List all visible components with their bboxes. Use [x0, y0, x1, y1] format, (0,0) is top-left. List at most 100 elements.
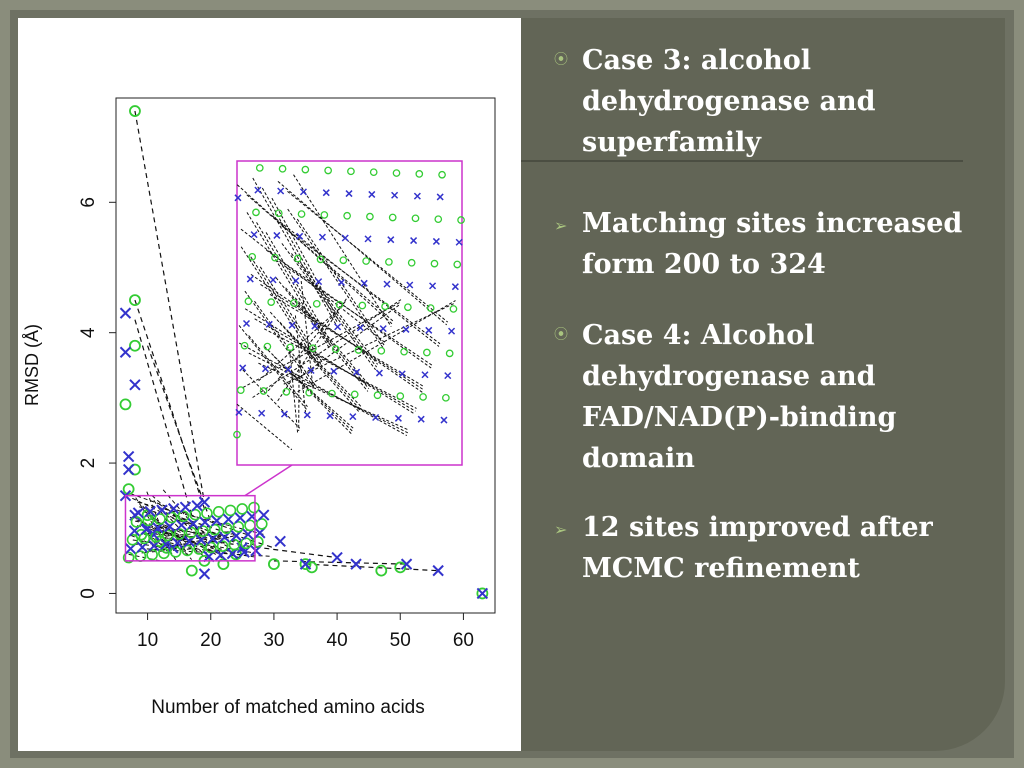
bullet-item: ⦿ Case 4: Alcohol dehydrogenase and FAD/… — [550, 315, 970, 479]
inset-point-cross — [326, 412, 334, 420]
pair-connector — [162, 489, 210, 544]
y-axis-label: RMSD (Å) — [22, 324, 42, 406]
data-point-circle — [177, 510, 190, 522]
inset-point-cross — [296, 232, 304, 240]
inset-point-circle — [343, 211, 351, 220]
inset-point-cross — [322, 189, 330, 197]
data-point-cross — [476, 587, 489, 600]
inset-connector-line — [252, 177, 338, 327]
x-axis-label: Number of matched amino acids — [151, 697, 425, 718]
data-point-circle — [212, 506, 225, 518]
inset-point-circle — [278, 164, 287, 173]
inset-connector-line — [250, 256, 323, 367]
inset-point-cross — [360, 279, 368, 287]
inset-point-circle — [453, 260, 462, 269]
data-point-circle — [268, 558, 280, 571]
inset-point-cross — [356, 324, 364, 332]
inset-point-cross — [234, 194, 242, 202]
inset-point-circle — [263, 342, 272, 351]
pair-connector — [130, 534, 166, 551]
inset-point-cross — [254, 186, 262, 194]
inset-point-circle — [434, 215, 443, 224]
bullet-text: Case 3: alcohol dehydrogenase and superf… — [582, 45, 876, 158]
inset-point-circle — [426, 304, 435, 312]
bullet-item: ➢ 12 sites improved after MCMC refinemen… — [550, 507, 970, 589]
data-point-circle — [161, 529, 174, 542]
inset-point-circle — [415, 170, 424, 178]
inset-point-cross — [432, 237, 440, 245]
inset-connector-line — [287, 191, 449, 323]
data-point-cross — [198, 568, 211, 580]
y-tick-label: 6 — [78, 197, 99, 208]
inset-point-cross — [372, 413, 380, 422]
data-point-circle — [193, 543, 205, 555]
inset-connector-line — [288, 331, 363, 408]
inset-point-circle — [392, 169, 401, 177]
pair-connector — [153, 499, 189, 556]
inset-point-circle — [442, 393, 450, 402]
inset-point-circle — [362, 257, 370, 265]
data-point-cross — [132, 507, 145, 519]
data-point-circle — [185, 526, 198, 539]
inset-point-cross — [375, 369, 383, 377]
inset-connector-line — [281, 243, 377, 371]
x-tick-label: 60 — [453, 630, 474, 651]
inset-point-cross — [273, 231, 281, 239]
inset-connector-line — [259, 266, 324, 364]
inset-point-circle — [248, 252, 257, 261]
data-point-circle — [208, 523, 221, 536]
inset-point-circle — [381, 302, 389, 311]
data-point-circle — [154, 513, 166, 525]
data-point-cross — [156, 504, 168, 516]
pair-connector — [134, 299, 206, 509]
inset-point-circle — [309, 344, 317, 353]
inset-connector-line — [291, 253, 378, 368]
bullet-item: ⦿ Case 3: alcohol dehydrogenase and supe… — [550, 40, 970, 163]
inset-point-circle — [385, 258, 393, 266]
inset-point-cross — [330, 367, 338, 375]
inset-point-cross — [444, 372, 452, 380]
inset-point-circle — [445, 349, 454, 358]
data-point-circle — [138, 532, 151, 545]
inset-point-cross — [398, 370, 406, 378]
inset-point-circle — [331, 345, 340, 353]
inset-point-circle — [347, 167, 355, 176]
data-point-circle — [150, 531, 162, 543]
x-tick-label: 10 — [137, 630, 158, 651]
bullet-text: Matching sites increased form 200 to 324 — [582, 208, 963, 280]
data-point-cross — [350, 558, 362, 570]
data-point-circle — [476, 587, 489, 600]
inset-connector-line — [275, 259, 433, 366]
inset-point-circle — [373, 391, 382, 400]
inset-connector-line — [293, 174, 392, 327]
data-point-circle — [252, 536, 264, 548]
inset-connector-line — [265, 232, 332, 343]
inset-point-circle — [407, 258, 416, 267]
data-point-circle — [181, 544, 194, 557]
inset-point-cross — [368, 190, 376, 198]
data-point-cross — [198, 496, 211, 508]
data-point-cross — [167, 502, 180, 515]
inset-point-circle — [354, 346, 363, 354]
y-tick-label: 2 — [78, 458, 99, 469]
inset-point-circle — [388, 213, 397, 222]
data-point-circle — [248, 501, 260, 514]
data-point-circle — [122, 483, 135, 496]
inset-point-cross — [265, 320, 273, 328]
pair-connector — [210, 540, 338, 559]
data-point-circle — [216, 540, 229, 552]
data-point-circle — [119, 398, 132, 411]
inset-connector-line — [271, 197, 340, 321]
inset-connector-line — [242, 369, 301, 429]
data-point-circle — [189, 508, 202, 521]
data-point-circle — [394, 561, 407, 574]
inset-point-circle — [350, 390, 359, 399]
inset-point-cross — [448, 327, 456, 335]
plot-frame — [115, 97, 496, 614]
pair-connector — [139, 506, 241, 543]
inset-point-circle — [274, 209, 283, 218]
inset-connector-line — [287, 208, 384, 349]
inset-point-cross — [307, 366, 315, 375]
data-point-circle — [126, 533, 139, 546]
data-point-circle — [236, 503, 249, 515]
